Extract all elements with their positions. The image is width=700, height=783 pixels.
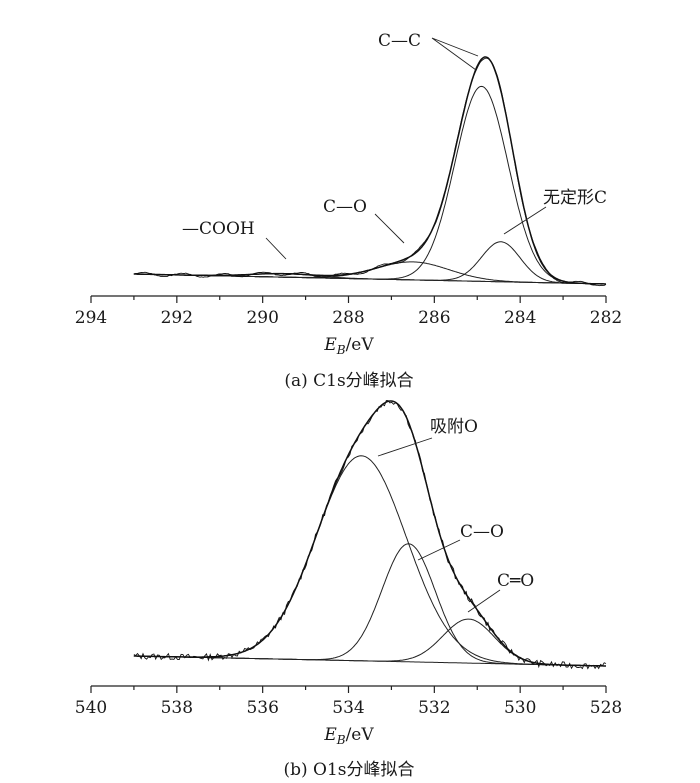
x-tick-label: 292 xyxy=(161,308,193,328)
x-tick-label: 294 xyxy=(75,308,107,328)
c1s-caption: (a) C1s分峰拟合 xyxy=(284,371,413,391)
x-tick-label: 532 xyxy=(418,698,450,718)
x-tick-label: 288 xyxy=(332,308,364,328)
c1s-leader-cooh xyxy=(265,237,287,260)
fit-component xyxy=(133,85,606,285)
c1s-leader-cc xyxy=(431,37,479,71)
fit-component xyxy=(133,543,606,667)
x-tick-label: 282 xyxy=(590,308,622,328)
o1s-caption: (b) O1s分峰拟合 xyxy=(283,760,414,780)
o1s-leader-adsorbed xyxy=(377,437,433,457)
x-tick-label: 540 xyxy=(75,698,107,718)
c1s-x-axis-label: EB/eV xyxy=(323,335,374,357)
fit-component xyxy=(133,455,606,667)
c1s-x-tick-labels: 294 292 290 288 286 284 282 xyxy=(75,308,622,328)
c1s-fitted-components xyxy=(133,85,606,285)
fit-component xyxy=(133,618,606,667)
o1s-x-tick-labels: 540 538 536 534 532 530 528 xyxy=(75,698,622,718)
o1s-anno-co: C—O xyxy=(460,522,504,542)
c1s-x-ticks xyxy=(90,296,607,303)
c1s-anno-cc: C—C xyxy=(378,31,421,51)
c1s-anno-co: C—O xyxy=(323,197,367,217)
o1s-fit-envelope xyxy=(133,400,606,667)
c1s-raw-spectrum xyxy=(133,57,607,287)
x-tick-label: 528 xyxy=(590,698,622,718)
x-tick-label: 536 xyxy=(246,698,278,718)
c1s-anno-cooh: —COOH xyxy=(182,219,255,239)
o1s-leader-co xyxy=(417,539,461,561)
o1s-anno-adsorbed: 吸附O xyxy=(430,417,478,437)
c1s-anno-amorphous: 无定形C xyxy=(543,188,607,208)
o1s-leader-c-double-o xyxy=(467,589,501,613)
panel-o1s: 540 538 536 534 532 530 528 吸附O C—O C═O EB/eV … xyxy=(75,400,622,780)
x-tick-label: 284 xyxy=(504,308,536,328)
c1s-leader-amorphous xyxy=(503,206,547,235)
x-tick-label: 538 xyxy=(161,698,193,718)
x-tick-label: 290 xyxy=(246,308,278,328)
c1s-fit-envelope xyxy=(133,56,606,285)
x-tick-label: 530 xyxy=(504,698,536,718)
o1s-x-axis-label: EB/eV xyxy=(323,725,374,747)
o1s-raw-spectrum xyxy=(133,400,607,670)
c1s-leader-co xyxy=(374,213,405,244)
x-tick-label: 534 xyxy=(332,698,364,718)
o1s-fitted-components xyxy=(133,455,606,667)
x-tick-label: 286 xyxy=(418,308,450,328)
fit-component xyxy=(133,261,606,285)
panel-c1s: 294 292 290 288 286 284 282 C—C C—O —COOH 无定形C… xyxy=(75,31,622,391)
o1s-x-ticks xyxy=(90,686,607,693)
o1s-anno-c-double-o: C═O xyxy=(497,571,534,591)
